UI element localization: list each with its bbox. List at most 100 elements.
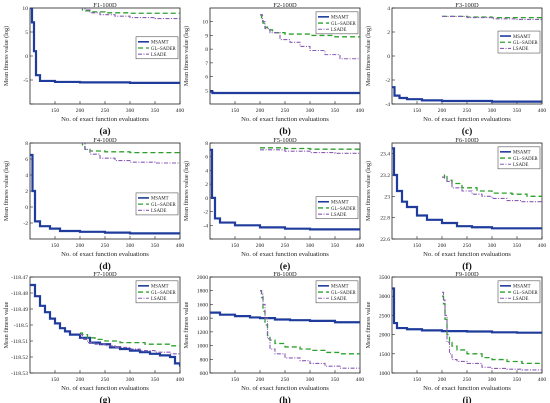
chart-panel-8: 150 200 250 300 350 400 600 800 1000 1200 1400 1600…: [183, 271, 364, 403]
series-line-glsader: [260, 147, 360, 150]
x-tick-label: 350: [513, 243, 522, 249]
x-tick-label: 150: [413, 377, 422, 383]
y-axis-label: Mean fitness value (log): [365, 161, 372, 221]
y-tick-label: 8: [205, 141, 208, 147]
y-tick-label: 2000: [197, 275, 208, 281]
series-line-lsade: [442, 291, 542, 372]
panel-label: (e): [280, 261, 291, 272]
chart-panel-5: 150 200 250 300 350 400 -4 -2 0 2 4 6 8 F5-100D No. of…: [183, 137, 364, 272]
legend-entry: GL~SADER: [151, 203, 177, 208]
y-tick-label: 1600: [197, 302, 208, 308]
plot-frame: [391, 7, 543, 105]
y-tick-label: 2500: [379, 313, 390, 319]
y-tick-label: 22.8: [380, 216, 390, 222]
chart-panel-9: 150 200 250 300 350 400 1000 1500 2000 2500 3000 35…: [365, 271, 546, 403]
x-tick-label: 200: [438, 377, 447, 383]
x-tick-label: 400: [356, 243, 365, 249]
series-line-msamt: [210, 90, 360, 95]
y-tick-label: 23: [384, 194, 390, 200]
x-tick-label: 200: [256, 377, 265, 383]
chart-panel-1: 150 200 250 300 350 400 -5 0 5 10 F1-100D No. of ex…: [3, 2, 184, 137]
x-tick-label: 400: [176, 377, 185, 383]
y-tick-label: 10: [22, 6, 28, 12]
y-tick-label: 1000: [379, 371, 390, 377]
y-tick-label: 1000: [197, 344, 208, 350]
x-tick-label: 300: [126, 377, 135, 383]
x-tick-label: 300: [126, 108, 135, 114]
chart-title: F3-100D: [455, 2, 479, 9]
y-tick-label: 2: [387, 30, 390, 36]
legend-entry: MSAMT: [151, 285, 169, 290]
x-tick-label: 250: [281, 377, 290, 383]
panel-label: (i): [463, 395, 472, 403]
x-axis-label: No. of exact function evaluations: [241, 385, 329, 392]
x-tick-label: 200: [438, 243, 447, 249]
x-tick-label: 200: [256, 243, 265, 249]
y-tick-label: 2: [205, 182, 208, 188]
legend-entry: MSAMT: [331, 285, 349, 290]
y-axis-label: Mean fitness value (log): [183, 26, 190, 86]
y-tick-label: -118.48: [11, 291, 28, 297]
legend-entry: MSAMT: [513, 35, 531, 40]
series-line-msamt: [30, 153, 180, 235]
x-axis-label: No. of exact function evaluations: [61, 385, 149, 392]
panel-label: (h): [279, 395, 291, 403]
x-tick-label: 300: [488, 243, 497, 249]
legend-entry: LSADE: [331, 213, 347, 218]
series-line-glsader: [80, 143, 180, 154]
x-axis-label: No. of exact function evaluations: [423, 385, 511, 392]
series-line-lsade: [260, 149, 360, 154]
series-line-lsade: [260, 14, 360, 61]
series-line-glsader: [80, 332, 180, 347]
y-tick-label: 800: [200, 357, 209, 363]
legend-entry: MSAMT: [151, 197, 169, 202]
chart-title: F4-100D: [93, 137, 117, 144]
series-line-glsader: [260, 290, 360, 355]
x-tick-label: 150: [231, 377, 240, 383]
legend-entry: LSADE: [331, 28, 347, 33]
y-tick-label: 0: [205, 196, 208, 202]
chart-panel-6: 150 200 250 300 350 400 22.6 22.8 23 23.2 23.4 F6-1…: [365, 137, 546, 272]
series-line-msamt: [210, 148, 360, 231]
y-tick-label: -4: [385, 102, 390, 108]
x-tick-label: 200: [256, 108, 265, 114]
y-tick-label: -4: [203, 223, 208, 229]
chart-title: F5-100D: [273, 137, 297, 144]
legend-entry: LSADE: [513, 47, 529, 52]
chart-title: F6-100D: [455, 137, 479, 144]
y-axis-label: Mean fitness value (log): [183, 161, 190, 221]
y-tick-label: 5: [25, 30, 28, 36]
y-tick-label: -118.49: [11, 307, 28, 313]
x-tick-label: 250: [281, 243, 290, 249]
x-axis-label: No. of exact function evaluations: [61, 251, 149, 258]
x-tick-label: 400: [356, 377, 365, 383]
legend-entry: LSADE: [151, 297, 167, 302]
legend-entry: GL~SADER: [331, 207, 357, 212]
series-line-msamt: [210, 311, 360, 324]
series-lines: [210, 147, 360, 231]
legend-entry: MSAMT: [151, 41, 169, 46]
series-line-msamt: [392, 147, 542, 230]
chart-title: F1-100D: [93, 2, 117, 9]
series-lines: [30, 143, 180, 235]
y-tick-label: 3000: [379, 294, 390, 300]
y-tick-label: -2: [385, 78, 390, 84]
series-line-glsader: [442, 295, 542, 366]
x-tick-label: 300: [488, 377, 497, 383]
legend-entry: GL~SADER: [513, 157, 539, 162]
x-tick-label: 250: [463, 108, 472, 114]
y-tick-label: 4: [205, 168, 208, 174]
y-tick-label: 2: [25, 189, 28, 195]
x-tick-label: 400: [538, 243, 547, 249]
x-tick-label: 300: [306, 108, 315, 114]
x-tick-label: 350: [151, 377, 160, 383]
y-tick-label: 23.4: [380, 152, 390, 158]
